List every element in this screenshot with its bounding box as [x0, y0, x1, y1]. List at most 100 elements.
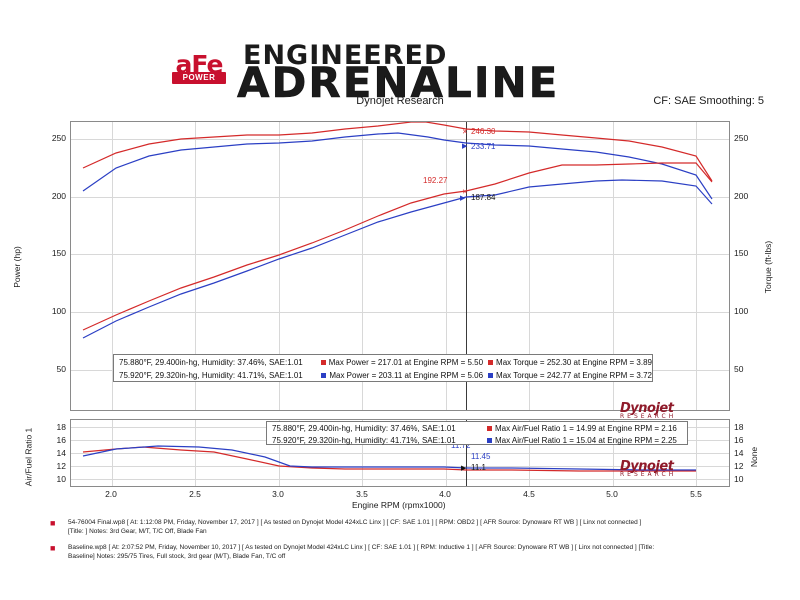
- afr-ytick-left-18: 18: [56, 422, 66, 432]
- footnote-bullet-1: ■: [50, 518, 56, 528]
- xtick-2.5: 2.5: [189, 489, 201, 499]
- main-legend: 75.880°F, 29.400in-hg, Humidity: 37.46%,…: [113, 354, 653, 382]
- dynojet-watermark-text: Dynojet: [620, 401, 674, 416]
- cursor-label-power-final: 192.27: [423, 176, 448, 185]
- afr-ytick-right-18: 18: [734, 422, 744, 432]
- gridline-y-250: [71, 139, 729, 140]
- dynojet-watermark-main: Dynojet RESEARCH: [620, 401, 676, 420]
- gridline-y-100: [71, 312, 729, 313]
- gridline-x-5.0: [613, 122, 614, 410]
- curve-afr-baseline: [82, 445, 696, 471]
- axis-title-afr: Air/Fuel Ratio 1: [23, 427, 34, 487]
- dynojet-watermark-afr: Dynojet RESEARCH: [620, 459, 676, 478]
- afr-cursor-label-3: 11.1: [471, 463, 486, 472]
- afr-ytick-left-16: 16: [56, 435, 66, 445]
- curve-power-baseline: [82, 179, 713, 339]
- gridline-x-4.5: [529, 122, 530, 410]
- gridline-x-3.5: [362, 122, 363, 410]
- axis-title-rpm: Engine RPM (rpmx1000): [352, 500, 446, 510]
- footnote-1: 54-76004 Final.wp8 [ At: 1:12:08 PM, Fri…: [68, 518, 768, 536]
- dynojet-watermark-sub: RESEARCH: [620, 413, 677, 420]
- afr-ytick-right-16: 16: [734, 435, 744, 445]
- ytick-left-250: 250: [51, 133, 66, 143]
- afr-cursor-marker: ▶: [461, 465, 467, 472]
- legend-swatch-torque-2: [488, 372, 494, 378]
- footnote-2: Baseline.wp8 [ At: 2:07:52 PM, Friday, N…: [68, 543, 768, 561]
- cf-smoothing-label: CF: SAE Smoothing: 5: [653, 95, 764, 107]
- xtick-3.0: 3.0: [272, 489, 284, 499]
- legend-maxpower-2: Max Power = 203.11 at Engine RPM = 5.06: [329, 370, 484, 380]
- tagline-adrenaline: ADRENALINE: [237, 58, 560, 108]
- afr-curves: [82, 445, 696, 472]
- afr-ytick-right-12: 12: [734, 461, 744, 471]
- xtick-3.5: 3.5: [356, 489, 368, 499]
- curve-power-final: [82, 162, 713, 331]
- afr-ytick-left-10: 10: [56, 474, 66, 484]
- cursor-label-torque-final: 246.30: [471, 127, 496, 136]
- power-torque-curves: [82, 122, 713, 339]
- legend-cond-2: 75.920°F, 29.320in-hg, Humidity: 41.71%,…: [119, 370, 303, 380]
- afr-cursor-label-1: 11.72: [451, 441, 471, 450]
- afr-gridline-y-14: [71, 453, 729, 454]
- legend-maxpower-1: Max Power = 217.01 at Engine RPM = 5.50: [328, 357, 484, 367]
- ytick-right-200: 200: [734, 191, 749, 201]
- gridline-x-4.0: [446, 122, 447, 410]
- footnote-2-line-1: Baseline.wp8 [ At: 2:07:52 PM, Friday, N…: [68, 544, 655, 551]
- xtick-5.0: 5.0: [606, 489, 618, 499]
- afr-legend-swatch-1: [487, 425, 492, 431]
- legend-cond-1: 75.880°F, 29.400in-hg, Humidity: 37.46%,…: [119, 357, 303, 367]
- cursor-marker-torque-baseline: ▶: [462, 143, 468, 150]
- footnote-bullet-2: ■: [50, 543, 56, 553]
- legend-swatch-power-1: [320, 359, 326, 365]
- afr-legend-max-2: Max Air/Fuel Ratio 1 = 15.04 at Engine R…: [495, 435, 677, 445]
- afe-power-logo: aFe POWER: [166, 50, 232, 84]
- gridline-y-150: [71, 254, 729, 255]
- dynojet-research-title: Dynojet Research: [356, 95, 444, 107]
- gridline-x-2.0: [112, 122, 113, 410]
- legend-maxtorque-1: Max Torque = 252.30 at Engine RPM = 3.89: [496, 357, 652, 367]
- afr-legend-cond-2: 75.920°F, 29.320in-hg, Humidity: 41.71%,…: [272, 435, 456, 445]
- afr-ytick-right-14: 14: [734, 448, 744, 458]
- page-header: aFe POWER ENGINEERED ADRENALINE Dynojet …: [0, 0, 800, 107]
- cursor-line[interactable]: [466, 122, 467, 410]
- cursor-label-power-baseline: 187.84: [471, 193, 496, 202]
- cursor-marker-torque-final: ✕: [462, 129, 468, 136]
- legend-swatch-torque-1: [488, 359, 494, 365]
- gridline-x-5.5: [696, 122, 697, 410]
- ytick-right-100: 100: [734, 306, 749, 316]
- afr-ytick-left-14: 14: [56, 448, 66, 458]
- afr-gridline-y-10: [71, 479, 729, 480]
- legend-maxtorque-2: Max Torque = 242.77 at Engine RPM = 3.72: [496, 370, 652, 380]
- afr-cursor-line[interactable]: [466, 420, 467, 486]
- footnote-2-line-2: Baseline] Notes: 295/75 Tires, Full stoc…: [68, 553, 286, 560]
- footnote-1-line-2: [Title: ] Notes: 3rd Gear, M/T, T/C Off,…: [68, 528, 207, 535]
- legend-swatch-power-2: [321, 372, 327, 378]
- ytick-right-50: 50: [734, 364, 744, 374]
- curve-torque-baseline: [82, 132, 713, 200]
- xtick-5.5: 5.5: [690, 489, 702, 499]
- power-torque-plot: 246.30 ✕ 233.71 ▶ 192.27 ✕ 187.84 ▶ 75.8…: [70, 121, 730, 411]
- dynojet-watermark-sub-2: RESEARCH: [620, 471, 677, 478]
- cursor-label-torque-baseline: 233.71: [471, 142, 496, 151]
- afr-plot: 11.72 11.45 11.1 ▶ 75.880°F, 29.400in-hg…: [70, 419, 730, 487]
- curve-torque-final: [82, 122, 713, 182]
- xtick-4.5: 4.5: [523, 489, 535, 499]
- afr-legend-cond-1: 75.880°F, 29.400in-hg, Humidity: 37.46%,…: [272, 423, 456, 433]
- ytick-left-50: 50: [56, 364, 66, 374]
- ytick-left-200: 200: [51, 191, 66, 201]
- afr-ytick-left-12: 12: [56, 461, 66, 471]
- afe-power-bar: POWER: [172, 72, 226, 84]
- afr-legend: 75.880°F, 29.400in-hg, Humidity: 37.46%,…: [266, 421, 688, 445]
- axis-title-power: Power (hp): [11, 246, 22, 288]
- footnote-1-line-1: 54-76004 Final.wp8 [ At: 1:12:08 PM, Fri…: [68, 519, 642, 526]
- afr-legend-swatch-2: [487, 437, 492, 443]
- ytick-right-250: 250: [734, 133, 749, 143]
- axis-title-torque: Torque (ft-lbs): [763, 240, 774, 294]
- afr-legend-max-1: Max Air/Fuel Ratio 1 = 14.99 at Engine R…: [495, 423, 677, 433]
- ytick-left-150: 150: [51, 248, 66, 258]
- gridline-x-2.5: [195, 122, 196, 410]
- ytick-left-100: 100: [51, 306, 66, 316]
- afr-cursor-label-2: 11.45: [471, 452, 491, 461]
- gridline-y-200: [71, 197, 729, 198]
- cursor-marker-power-baseline: ▶: [460, 195, 466, 202]
